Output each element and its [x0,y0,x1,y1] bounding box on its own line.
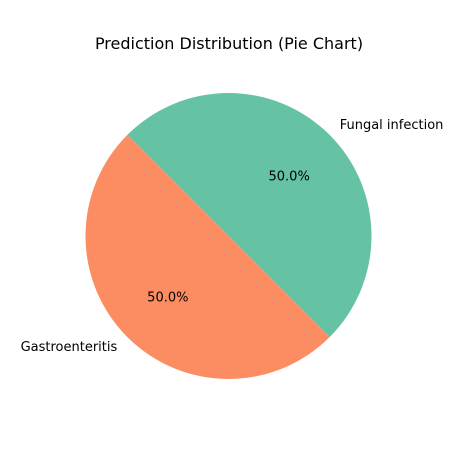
pie-slice-gastroenteritis [85,134,330,379]
pie-slice-fungal-infection [127,92,372,338]
chart-title: Prediction Distribution (Pie Chart) [95,34,363,53]
slice-percent-gastroenteritis: 50.0% [147,291,188,306]
slice-percent-fungal-infection: 50.0% [269,169,310,184]
slice-label-gastroenteritis: Gastroenteritis [21,340,118,355]
pie-slices [85,92,372,379]
slice-label-fungal-infection: Fungal infection [340,118,444,133]
pie-labels: Gastroenteritis 50.0% Fungal infection 50.0… [21,118,444,355]
